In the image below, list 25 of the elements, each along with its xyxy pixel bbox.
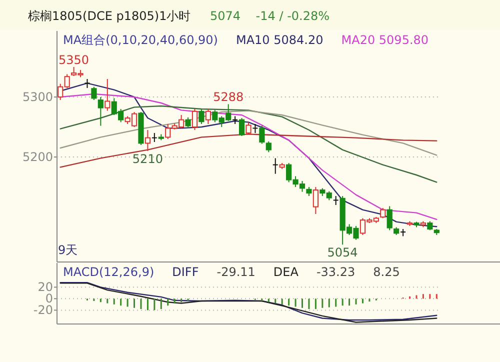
candlestick — [144, 130, 151, 152]
annotation: -33.23 — [316, 265, 356, 279]
y-tick-label: 5300 — [22, 90, 53, 104]
annotation: 5350 — [58, 53, 90, 67]
legend-title: MA组合(0,10,20,40,60,90) — [63, 33, 218, 47]
text: MA20 5095.80 — [341, 33, 429, 47]
y-tick-label: 5200 — [22, 150, 53, 164]
annotation: 5054 — [327, 246, 358, 260]
annotation: 5288 — [213, 90, 244, 104]
chart-title: MACD(12,26,9) — [63, 265, 154, 279]
y-tick-label: -20 — [33, 303, 53, 318]
y-tick-label: 0 — [45, 292, 53, 306]
line-series — [60, 105, 438, 183]
candlestick — [272, 158, 278, 174]
chart-subtitle: 5074 -14 / -0.28% — [210, 9, 330, 23]
series-label: DIFF — [172, 265, 199, 279]
y-tick-label: 20 — [38, 280, 53, 294]
annotation: 5210 — [132, 152, 163, 166]
annotation: -29.11 — [216, 265, 256, 279]
annotation: 9天 — [58, 243, 78, 257]
chart-title: 棕榈1805(DCE p1805)1小时 — [28, 9, 191, 23]
text: MA10 5084.20 — [236, 33, 324, 47]
annotation: 8.25 — [373, 265, 400, 279]
text: DEA — [273, 265, 300, 279]
line-series — [60, 110, 438, 156]
